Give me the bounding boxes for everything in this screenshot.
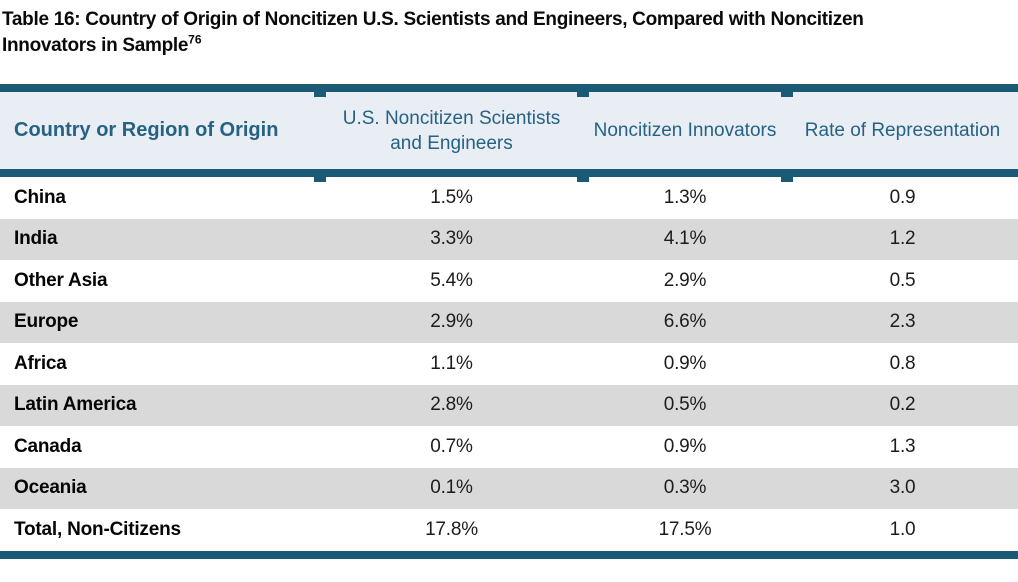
table-row: Canada 0.7% 0.9% 1.3 — [0, 426, 1018, 468]
table-row: India 3.3% 4.1% 1.2 — [0, 218, 1018, 260]
cell-value: 1.3 — [889, 435, 916, 457]
cell-value: 0.7% — [430, 435, 473, 457]
cell-value: 2.8% — [430, 394, 473, 416]
cell-value: 2.3 — [889, 311, 916, 333]
cell-value: 0.2 — [889, 394, 916, 416]
table-row: Total, Non-Citizens 17.8% 17.5% 1.0 — [0, 509, 1018, 551]
cell-value: 0.8 — [889, 352, 916, 374]
row-label: Europe — [14, 311, 79, 333]
table-row: Europe 2.9% 6.6% 2.3 — [0, 301, 1018, 343]
row-label: Oceania — [14, 477, 87, 499]
table-caption: Table 16: Country of Origin of Noncitize… — [0, 0, 935, 59]
table-header-row: Country or Region of Origin U.S. Nonciti… — [0, 84, 1018, 182]
table-row: Other Asia 5.4% 2.9% 0.5 — [0, 260, 1018, 302]
table-body: China 1.5% 1.3% 0.9 India 3.3% 4.1% 1.2 … — [0, 177, 1018, 551]
cell-value: 1.3% — [663, 186, 707, 208]
cell-value: 17.5% — [658, 518, 712, 540]
table-row: China 1.5% 1.3% 0.9 — [0, 177, 1018, 219]
row-label: Latin America — [14, 394, 137, 416]
table-caption-text: Table 16: Country of Origin of Noncitize… — [2, 9, 864, 56]
cell-value: 0.5 — [889, 269, 916, 291]
table-bottom-rule — [0, 550, 1018, 559]
cell-value: 6.6% — [663, 311, 707, 333]
column-header-country: Country or Region of Origin — [14, 119, 279, 141]
cell-value: 1.5% — [430, 186, 473, 208]
cell-value: 2.9% — [430, 311, 473, 333]
cell-value: 1.0 — [889, 518, 916, 540]
column-divider-tick — [577, 177, 589, 182]
row-label: Total, Non-Citizens — [14, 518, 181, 540]
cell-value: 0.9% — [663, 435, 707, 457]
row-label: Other Asia — [14, 269, 108, 291]
cell-value: 0.9% — [663, 352, 707, 374]
cell-value: 1.2 — [889, 228, 916, 250]
cell-value: 0.9 — [889, 186, 916, 208]
cell-value: 1.1% — [430, 352, 473, 374]
column-header-innovators: Noncitizen Innovators — [593, 120, 777, 141]
cell-value: 5.4% — [430, 269, 473, 291]
cell-value: 2.9% — [663, 269, 707, 291]
cell-value: 0.1% — [430, 477, 473, 499]
row-label: Africa — [14, 352, 67, 374]
column-divider-tick — [314, 92, 326, 97]
cell-value: 4.1% — [663, 228, 707, 250]
footnote-reference: 76 — [188, 32, 202, 47]
column-header-rate: Rate of Representation — [804, 120, 1001, 141]
data-table: Country or Region of Origin U.S. Nonciti… — [0, 84, 1018, 559]
column-header-scientists: U.S. Noncitizen Scientists and Engineers — [342, 107, 561, 154]
column-divider-tick — [314, 177, 326, 182]
table-row: Latin America 2.8% 0.5% 0.2 — [0, 384, 1018, 426]
column-divider-tick — [781, 92, 793, 97]
column-divider-tick — [781, 177, 793, 182]
cell-value: 0.3% — [663, 477, 707, 499]
cell-value: 3.3% — [430, 228, 473, 250]
row-label: China — [14, 186, 66, 208]
cell-value: 0.5% — [663, 394, 707, 416]
cell-value: 17.8% — [425, 518, 478, 540]
row-label: Canada — [14, 435, 82, 457]
table-row: Oceania 0.1% 0.3% 3.0 — [0, 467, 1018, 509]
cell-value: 3.0 — [889, 477, 916, 499]
table-row: Africa 1.1% 0.9% 0.8 — [0, 343, 1018, 385]
column-divider-tick — [577, 92, 589, 97]
row-label: India — [14, 228, 58, 250]
